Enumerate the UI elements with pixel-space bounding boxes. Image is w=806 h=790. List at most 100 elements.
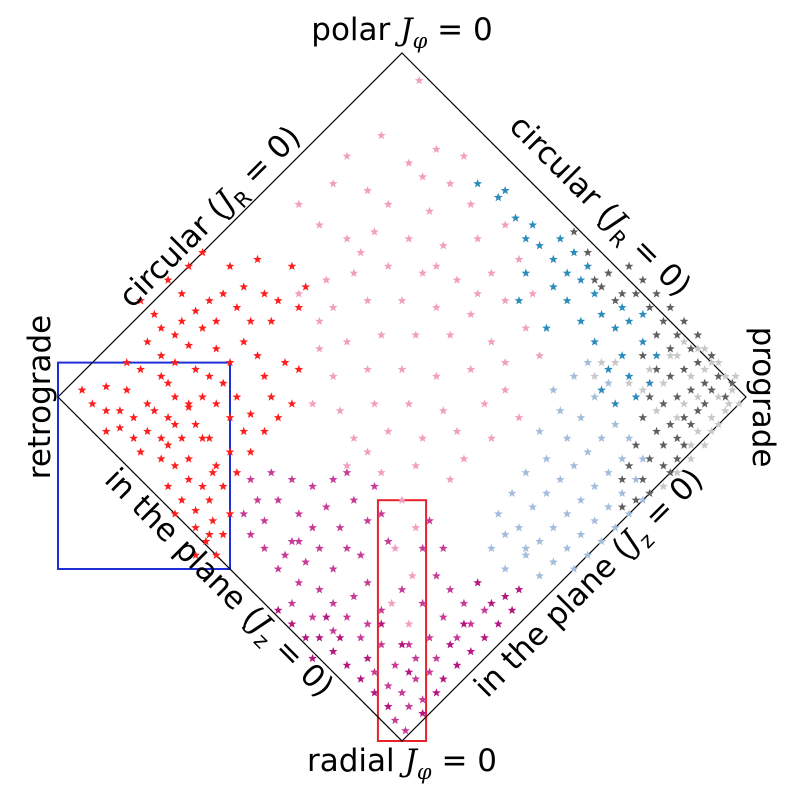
star-point xyxy=(101,382,111,391)
star-point xyxy=(707,426,716,436)
corner-label-right: prograde xyxy=(745,327,781,468)
star-point xyxy=(576,530,586,539)
star-point xyxy=(686,385,696,394)
star-point xyxy=(617,488,627,498)
star-point xyxy=(535,241,544,250)
star-point xyxy=(208,516,218,525)
star-point xyxy=(156,433,166,442)
star-point xyxy=(376,130,386,140)
star-point xyxy=(198,433,207,442)
star-point xyxy=(500,530,510,539)
star-point xyxy=(590,516,600,525)
retrograde-box xyxy=(57,361,231,570)
star-point xyxy=(308,653,317,663)
star-point xyxy=(294,302,304,312)
star-point xyxy=(445,474,455,484)
star-point xyxy=(659,461,668,470)
star-point xyxy=(401,726,410,735)
star-point xyxy=(198,323,207,332)
star-point xyxy=(315,344,324,353)
star-point xyxy=(260,516,269,525)
star-point xyxy=(528,220,538,229)
star-point xyxy=(631,392,641,401)
star-point xyxy=(387,598,397,608)
star-point xyxy=(149,406,159,415)
star-point xyxy=(679,337,689,346)
radial-box xyxy=(376,499,428,743)
star-point xyxy=(143,426,152,436)
star-point xyxy=(521,468,531,477)
star-point xyxy=(562,509,572,518)
star-point xyxy=(370,481,379,491)
star-point xyxy=(266,392,276,401)
star-point xyxy=(562,268,572,277)
star-point xyxy=(136,296,145,305)
star-point xyxy=(659,316,668,326)
star-point xyxy=(218,289,228,298)
star-point xyxy=(246,316,256,326)
star-point xyxy=(414,75,424,85)
star-point xyxy=(253,495,262,504)
star-point xyxy=(624,509,634,518)
star-point xyxy=(645,454,655,463)
star-point xyxy=(239,509,249,518)
star-point xyxy=(225,261,235,270)
star-point xyxy=(390,543,400,553)
star-point xyxy=(404,640,414,649)
star-point xyxy=(624,461,634,470)
star-point xyxy=(143,399,152,408)
star-point xyxy=(652,364,661,374)
star-point xyxy=(301,282,311,291)
star-point xyxy=(617,454,627,463)
star-point xyxy=(679,316,689,326)
star-point xyxy=(349,268,359,277)
star-point xyxy=(617,302,627,312)
star-point xyxy=(315,585,324,594)
star-point xyxy=(562,296,572,305)
star-point xyxy=(328,474,338,484)
star-point xyxy=(156,371,166,381)
star-point xyxy=(445,585,455,594)
star-point xyxy=(617,502,627,511)
star-point xyxy=(727,385,737,394)
star-point xyxy=(418,695,428,704)
star-point xyxy=(438,241,448,250)
star-point xyxy=(191,505,200,515)
star-point xyxy=(308,481,317,491)
star-point xyxy=(631,289,641,298)
star-point xyxy=(101,426,111,436)
star-point xyxy=(693,392,703,401)
star-point xyxy=(438,612,448,621)
star-point xyxy=(480,633,489,642)
star-point xyxy=(610,296,620,305)
star-point xyxy=(397,640,407,649)
star-point xyxy=(404,234,414,243)
star-point xyxy=(294,509,304,518)
star-point xyxy=(218,481,228,491)
star-point xyxy=(487,598,496,608)
star-point xyxy=(397,585,407,594)
star-point xyxy=(211,344,221,353)
star-point xyxy=(101,406,111,415)
star-point xyxy=(679,399,689,408)
star-point xyxy=(604,364,613,374)
star-point xyxy=(714,358,723,367)
star-point xyxy=(720,406,730,415)
star-point xyxy=(645,302,655,312)
star-point xyxy=(438,543,448,553)
star-point xyxy=(253,254,262,264)
star-point xyxy=(590,275,600,284)
star-point xyxy=(466,646,476,656)
star-point xyxy=(287,261,297,270)
star-point xyxy=(707,358,716,367)
star-point xyxy=(569,564,579,573)
star-point xyxy=(610,399,620,408)
star-point xyxy=(315,316,324,326)
star-point xyxy=(459,598,469,608)
star-point xyxy=(411,523,421,532)
star-point xyxy=(604,502,613,511)
star-point xyxy=(693,358,703,367)
star-point xyxy=(266,468,276,477)
star-point xyxy=(514,254,524,264)
star-point xyxy=(418,543,428,553)
